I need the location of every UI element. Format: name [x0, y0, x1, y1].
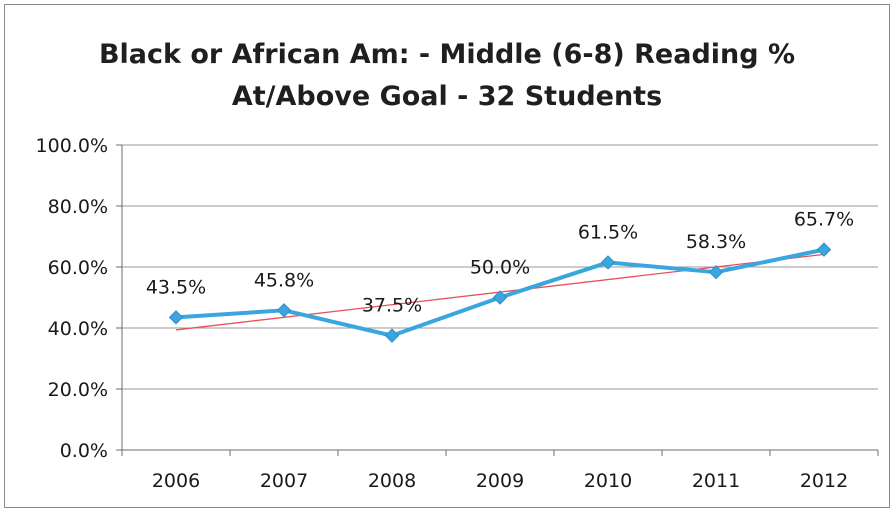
chart-title-line2: At/Above Goal - 32 Students: [231, 81, 663, 112]
y-tick-label: 60.0%: [48, 257, 108, 279]
data-point-marker: [384, 328, 400, 343]
x-tick-label: 2006: [152, 470, 200, 492]
x-tick-label: 2010: [584, 470, 632, 492]
data-point-marker: [168, 310, 184, 325]
series-layer: [168, 242, 832, 343]
axes: [116, 144, 879, 456]
x-axis-ticks: 2006 2007 2008 2009 2010 2011 2012: [152, 470, 848, 492]
x-tick-label: 2007: [260, 470, 308, 492]
x-tick-label: 2011: [692, 470, 740, 492]
y-tick-label: 0.0%: [60, 440, 108, 462]
y-axis-ticks: 0.0% 20.0% 40.0% 60.0% 80.0% 100.0%: [36, 135, 108, 462]
data-label: 50.0%: [470, 257, 530, 279]
chart-frame: [4, 4, 890, 508]
data-label: 61.5%: [578, 221, 638, 243]
data-label: 37.5%: [362, 295, 422, 317]
data-point-marker: [492, 290, 508, 305]
y-tick-label: 80.0%: [48, 196, 108, 218]
data-label: 58.3%: [686, 231, 746, 253]
data-label: 65.7%: [794, 209, 854, 231]
data-label: 45.8%: [254, 269, 314, 291]
data-point-marker: [816, 242, 832, 257]
data-label: 43.5%: [146, 276, 206, 298]
chart-title: Black or African Am: - Middle (6-8) Read…: [0, 34, 894, 118]
chart-title-line1: Black or African Am: - Middle (6-8) Read…: [98, 39, 796, 70]
data-point-marker: [276, 303, 292, 318]
gridlines: [122, 144, 878, 390]
data-point-marker: [600, 255, 616, 270]
y-tick-label: 100.0%: [36, 135, 108, 157]
data-labels: 43.5% 45.8% 37.5% 50.0% 61.5% 58.3% 65.7%: [146, 209, 854, 317]
x-tick-label: 2009: [476, 470, 524, 492]
x-tick-label: 2008: [368, 470, 416, 492]
x-tick-label: 2012: [800, 470, 848, 492]
y-tick-label: 20.0%: [48, 379, 108, 401]
data-point-marker: [708, 264, 724, 280]
y-tick-label: 40.0%: [48, 318, 108, 340]
